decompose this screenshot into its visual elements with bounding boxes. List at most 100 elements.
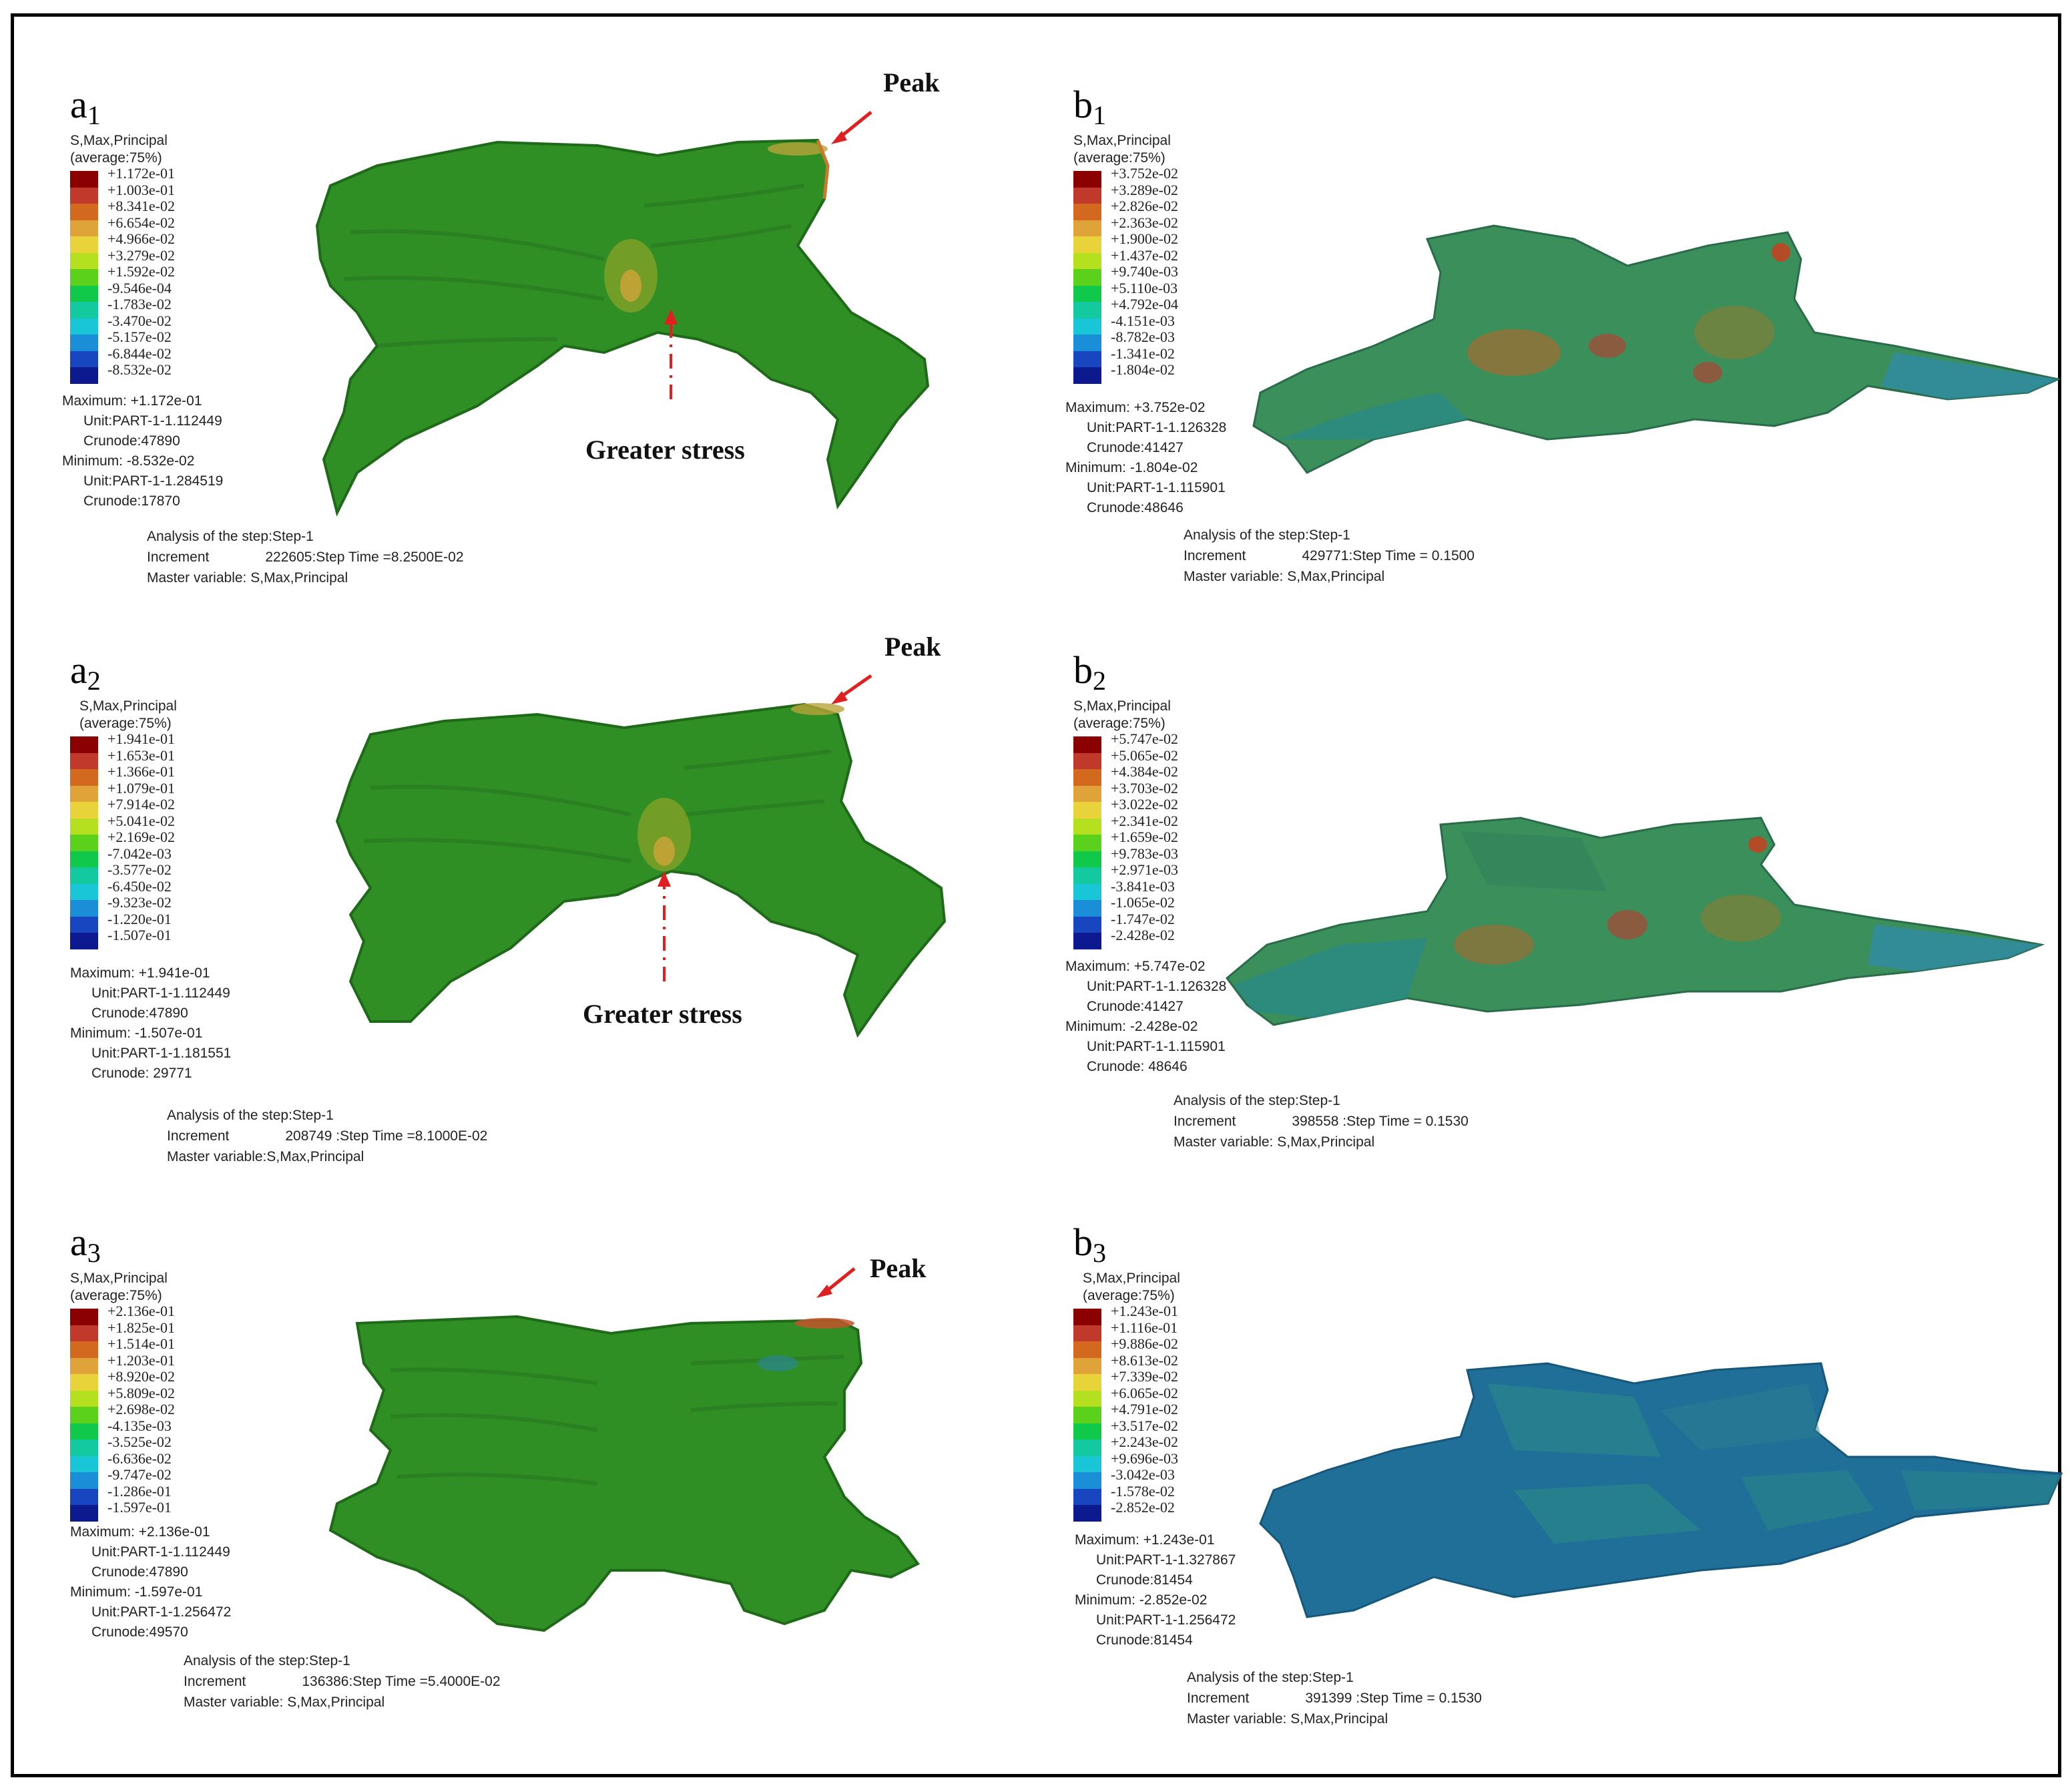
legend-value: -9.747e-02 <box>107 1466 172 1483</box>
legend-swatch <box>1073 785 1101 802</box>
legend-value: -2.852e-02 <box>1111 1499 1175 1516</box>
fe-model-b3 <box>1259 1362 2063 1618</box>
minimum-unit: Unit:PART-1-1.256472 <box>1096 1612 1236 1628</box>
panel-a3: a3 S,Max,Principal (average:75%) +2.136e-… <box>70 1223 1071 1771</box>
panel-b1: b1 S,Max,Principal (average:75%) +3.752e-… <box>1065 85 2070 633</box>
legend-swatch <box>1073 1455 1101 1472</box>
minimum-value: Minimum: -1.597e-01 <box>70 1584 203 1600</box>
legend-value: -3.841e-03 <box>1111 877 1175 895</box>
legend-swatch <box>1073 302 1101 318</box>
legend-value: +3.752e-02 <box>1111 165 1178 182</box>
legend-swatch <box>1073 1439 1101 1456</box>
minimum-unit: Unit:PART-1-1.284519 <box>83 473 224 489</box>
legend-value: +4.966e-02 <box>107 230 175 247</box>
legend-swatch <box>70 171 98 188</box>
legend-value: +1.243e-01 <box>1111 1303 1178 1319</box>
minimum-value: Minimum: -8.532e-02 <box>62 453 195 469</box>
panel-label: b3 <box>1073 1220 1106 1268</box>
legend-swatch <box>1073 351 1101 367</box>
min-max-info: Maximum: +1.243e-01 Unit:PART-1-1.327867… <box>1075 1530 1236 1650</box>
legend-value: +1.003e-01 <box>107 181 175 198</box>
master-variable: Master variable: S,Max,Principal <box>1184 569 1385 584</box>
legend-swatch <box>70 1357 98 1374</box>
annotation-arrows <box>658 674 872 981</box>
maximum-value: Maximum: +1.172e-01 <box>62 393 202 409</box>
legend-swatch <box>1073 204 1101 220</box>
legend-swatch <box>70 367 98 384</box>
legend-value: +9.696e-03 <box>1111 1449 1178 1467</box>
minimum-unit: Unit:PART-1-1.256472 <box>91 1604 232 1620</box>
analysis-step: Analysis of the step:Step-1 <box>147 529 314 544</box>
legend-swatch <box>70 1455 98 1472</box>
legend-swatch <box>1073 367 1101 384</box>
legend-value: -1.578e-02 <box>1111 1482 1175 1500</box>
legend-swatch <box>1073 1357 1101 1374</box>
legend-swatch <box>70 1309 98 1325</box>
legend-title: S,Max,Principal (average:75%) <box>1083 1271 1180 1303</box>
legend-value: -3.525e-02 <box>107 1433 172 1450</box>
legend-swatch <box>1073 220 1101 236</box>
step-info: Analysis of the step:Step-1 Increment 391… <box>1187 1667 1482 1729</box>
legend-value: -1.747e-02 <box>1111 910 1175 927</box>
legend-value: +3.279e-02 <box>107 246 175 264</box>
legend-swatch <box>1073 334 1101 351</box>
legend-swatch <box>70 236 98 253</box>
legend-value: -1.507e-01 <box>107 927 172 943</box>
legend-value: +2.363e-02 <box>1111 214 1178 231</box>
panel-label: a2 <box>70 648 101 696</box>
min-max-info: Maximum: +1.172e-01 Unit:PART-1-1.112449… <box>62 391 223 511</box>
legend-value: +3.517e-02 <box>1111 1417 1178 1434</box>
legend-swatch <box>70 835 98 851</box>
legend-swatch <box>1073 318 1101 334</box>
increment-label: Increment <box>1187 1691 1250 1706</box>
legend-value: +6.065e-02 <box>1111 1384 1178 1401</box>
legend-value: -6.844e-02 <box>107 345 172 362</box>
maximum-value: Maximum: +1.941e-01 <box>70 965 210 981</box>
minimum-node: Crunode:48646 <box>1087 500 1184 515</box>
figure-frame <box>11 13 2061 1777</box>
greater-stress-label: Greater stress <box>583 999 742 1029</box>
legend-value: +1.437e-02 <box>1111 246 1178 264</box>
annotation-arrows <box>664 111 872 399</box>
legend-swatch <box>70 1505 98 1522</box>
legend-swatch <box>1073 752 1101 769</box>
legend-swatch <box>70 785 98 802</box>
legend-value: -9.546e-04 <box>107 279 172 296</box>
maximum-value: Maximum: +2.136e-01 <box>70 1524 210 1540</box>
legend-value: -1.783e-02 <box>107 296 172 312</box>
legend-value: +2.341e-02 <box>1111 812 1178 829</box>
legend-value: -6.450e-02 <box>107 877 172 895</box>
legend-swatch <box>70 334 98 351</box>
step-info: Analysis of the step:Step-1 Increment 222… <box>147 526 464 588</box>
legend-swatch <box>1073 1423 1101 1439</box>
panel-a1: a1 S,Max,Principal (average:75%) +1.172e-… <box>62 67 1071 633</box>
legend-value: +3.703e-02 <box>1111 779 1178 797</box>
legend-swatch <box>70 1472 98 1489</box>
legend-value: -1.065e-02 <box>1111 894 1175 911</box>
legend-swatch <box>1073 769 1101 786</box>
maximum-unit: Unit:PART-1-1.112449 <box>83 413 222 429</box>
legend-swatch <box>70 351 98 367</box>
legend-value: +1.825e-01 <box>107 1319 175 1336</box>
peak-label: Peak <box>884 632 941 662</box>
maximum-unit: Unit:PART-1-1.327867 <box>1096 1552 1236 1568</box>
legend-value: -3.470e-02 <box>107 312 172 329</box>
legend-value: -6.636e-02 <box>107 1449 172 1467</box>
legend-swatch <box>1073 835 1101 851</box>
legend-value: +2.243e-02 <box>1111 1433 1178 1450</box>
legend-value: +2.826e-02 <box>1111 198 1178 214</box>
panel-label: a3 <box>70 1220 101 1268</box>
legend-title: S,Max,Principal (average:75%) <box>1073 133 1171 166</box>
legend-swatch <box>1073 1505 1101 1522</box>
fe-model-a1 <box>315 138 930 517</box>
legend-color-scale <box>70 1309 98 1522</box>
legend-value: +5.110e-03 <box>1111 279 1178 296</box>
legend-swatch <box>1073 1407 1101 1423</box>
legend-values: +1.941e-01 +1.653e-01 +1.366e-01 +1.079e… <box>107 730 175 944</box>
legend-value: +1.172e-01 <box>107 165 175 182</box>
analysis-step: Analysis of the step:Step-1 <box>1174 1093 1340 1108</box>
legend-value: +2.971e-03 <box>1111 861 1178 878</box>
legend-value: +1.514e-01 <box>107 1335 175 1352</box>
analysis-step: Analysis of the step:Step-1 <box>1184 527 1350 543</box>
legend-color-scale <box>1073 736 1101 949</box>
